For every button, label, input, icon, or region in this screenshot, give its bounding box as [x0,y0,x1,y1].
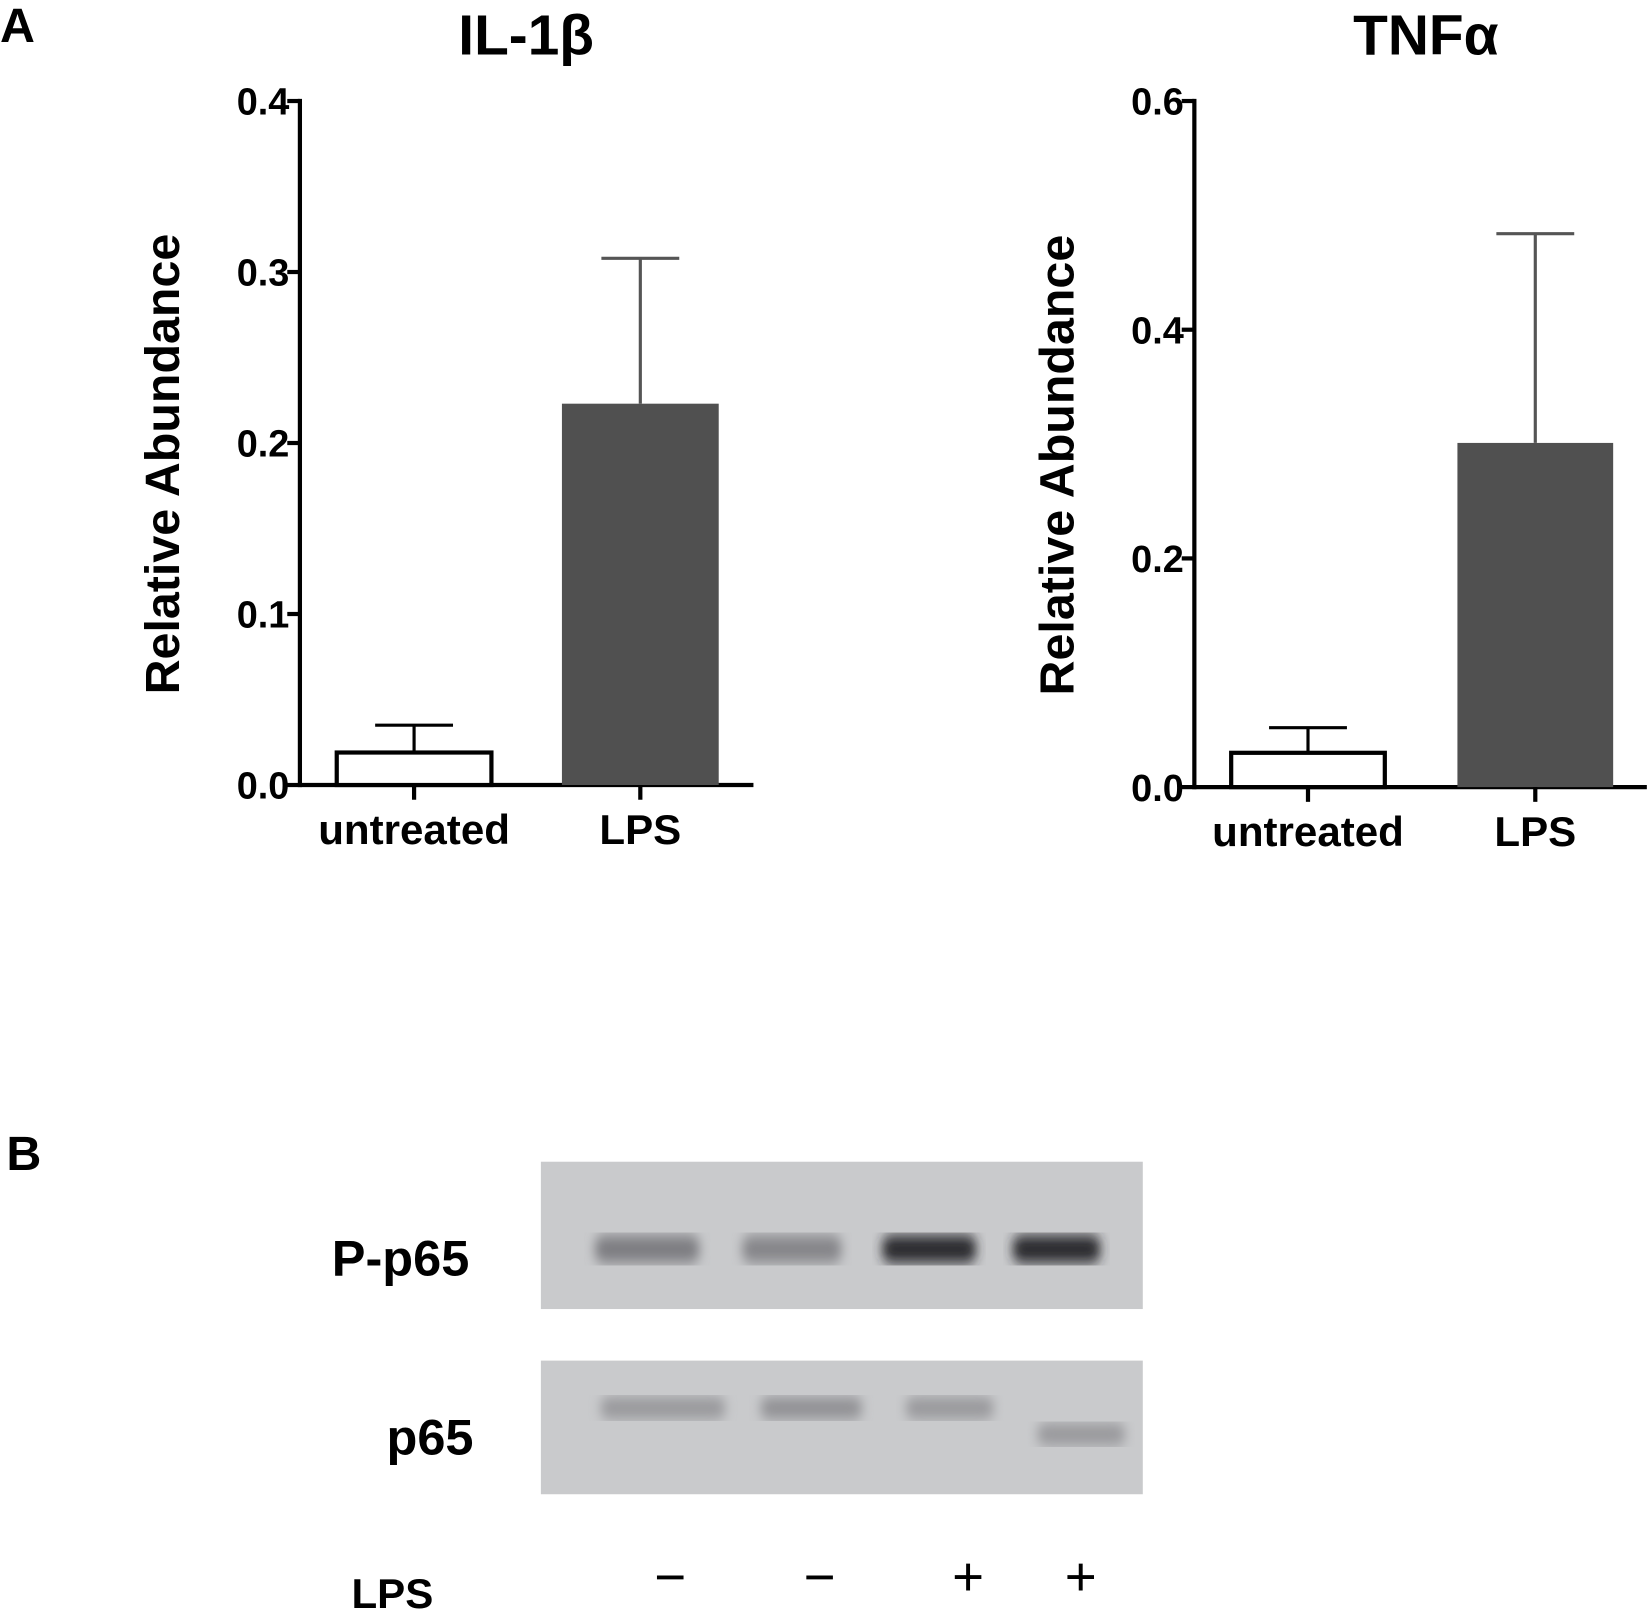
x-tick-label: untreated [1212,808,1404,855]
band [741,1235,842,1263]
bar-lps [561,403,719,786]
lane-sign: − [804,1545,836,1607]
chart-tnfa: TNFα Relative Abundance 0.0 0.2 0.4 0.6 untrea… [1030,5,1647,855]
blot-row-label: p65 [387,1408,474,1465]
y-tick-label: 0.6 [1131,82,1184,124]
chart-title: IL-1β [458,5,594,68]
band [904,1397,995,1419]
panel-label-a: A [0,0,35,53]
y-axis-label: Relative Abundance [1030,235,1084,696]
y-axis-label: Relative Abundance [136,234,190,695]
band [599,1397,727,1419]
band [881,1235,977,1263]
y-tick-label: 0.4 [1131,310,1184,352]
panel-label-b: B [6,1127,41,1181]
treatment-label: LPS [351,1570,433,1610]
y-tick-label: 0.1 [237,595,290,637]
y-tick-label: 0.0 [237,766,290,808]
lane-sign: − [654,1545,686,1607]
y-tick-label: 0.4 [237,82,290,124]
y-tick-label: 0.0 [1131,768,1184,810]
band [594,1235,700,1263]
x-tick-label: untreated [318,806,510,853]
lane-sign: + [952,1545,984,1607]
bar-lps [1457,442,1614,788]
y-tick-label: 0.2 [237,424,290,466]
band [1012,1235,1101,1263]
band [1036,1423,1126,1445]
lane-sign: + [1065,1545,1097,1607]
western-blot: P-p65 p65 LPS − − + + [332,1161,1143,1610]
y-tick-label: 0.2 [1131,539,1184,581]
x-tick-label: LPS [599,806,681,853]
x-tick-label: LPS [1494,808,1576,855]
bar-untreated [1229,750,1387,790]
chart-il1b: IL-1β Relative Abundance 0.0 0.1 0.2 0.3 0.4 un… [136,5,754,853]
y-tick-label: 0.3 [237,253,290,295]
blot-row-label: P-p65 [332,1229,470,1286]
chart-title: TNFα [1353,5,1498,68]
bar-untreated [334,750,494,788]
band [759,1397,863,1419]
